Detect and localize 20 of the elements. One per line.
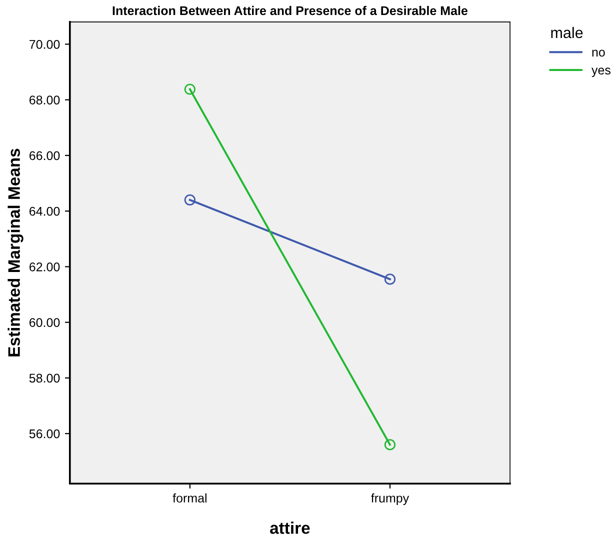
point <box>384 274 396 285</box>
y-tick-label: 66.00 <box>30 151 60 160</box>
x-tick-label: frumpy <box>371 493 410 506</box>
y-axis-title: Estimated Marginal Means <box>8 148 24 356</box>
y-tick-label: 58.00 <box>29 374 60 383</box>
y-tick-label: 64.00 <box>30 206 60 216</box>
y-tick-label: 70.00 <box>30 40 60 49</box>
point <box>184 84 196 95</box>
legend-label: no <box>592 50 605 57</box>
point <box>184 194 196 206</box>
point <box>384 439 396 450</box>
x-tick-label: formal <box>172 493 206 503</box>
chart-title: Interaction Between Attire and Presence of a Desirable Male <box>112 6 468 16</box>
y-tick-label: 68.00 <box>30 96 60 104</box>
legend-title: male <box>551 26 583 38</box>
legend-label: yes <box>592 68 610 77</box>
x-axis-title: attire <box>270 522 310 534</box>
y-tick-label: 60.00 <box>30 318 60 327</box>
y-tick-label: 62.00 <box>30 262 60 272</box>
y-tick-label: 56.00 <box>29 429 60 438</box>
